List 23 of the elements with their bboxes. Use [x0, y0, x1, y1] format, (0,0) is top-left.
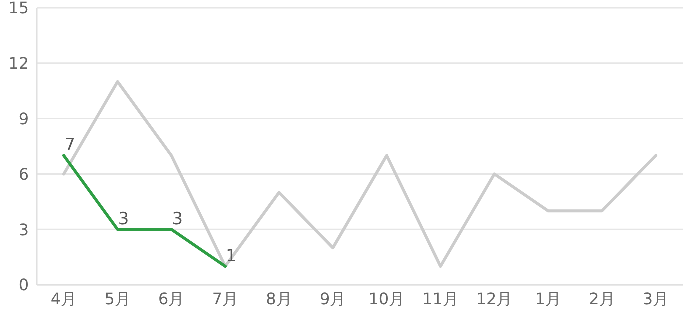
x-tick-label: 11月 — [422, 289, 459, 308]
data-label: 3 — [118, 210, 130, 230]
x-tick-label: 5月 — [104, 289, 131, 308]
x-tick-label: 4月 — [50, 289, 78, 308]
x-tick-label: 9月 — [320, 289, 346, 308]
line-series — [62, 80, 658, 268]
x-tick-label: 6月 — [158, 289, 185, 308]
x-tick-label: 1月 — [535, 289, 562, 308]
y-tick-label: 15 — [8, 0, 29, 18]
x-tick-label: 7月 — [212, 289, 239, 308]
x-tick-label: 12月 — [476, 289, 513, 308]
y-tick-label: 12 — [8, 54, 29, 74]
data-label: 7 — [64, 136, 76, 156]
x-tick-label: 8月 — [266, 289, 292, 308]
x-tick-label: 10月 — [368, 289, 406, 308]
data-label: 3 — [172, 210, 184, 230]
data-label: 1 — [226, 246, 237, 267]
x-tick-label: 3月 — [642, 289, 670, 308]
y-tick-label: 6 — [18, 164, 29, 184]
x-tick-label: 2月 — [589, 289, 616, 308]
y-tick-label: 3 — [18, 220, 29, 240]
y-tick-label: 0 — [18, 276, 29, 295]
y-tick-label: 9 — [18, 109, 29, 128]
